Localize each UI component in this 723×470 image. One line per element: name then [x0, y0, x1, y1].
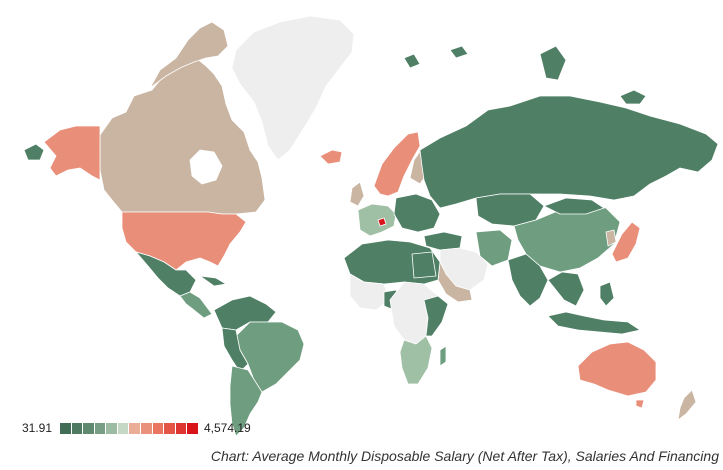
region-alaska[interactable] [43, 125, 101, 181]
region-russia-islands [539, 45, 567, 81]
region-argentina[interactable] [229, 365, 263, 437]
legend-swatch [187, 423, 198, 434]
region-uk[interactable] [349, 181, 365, 207]
region-tasmania [635, 399, 645, 409]
legend-swatch [164, 423, 176, 434]
region-russia-islands-2 [619, 89, 647, 105]
region-west-europe[interactable] [357, 203, 397, 237]
legend-swatch [117, 423, 130, 434]
region-southern-africa[interactable] [399, 335, 433, 385]
region-scandinavia[interactable] [373, 131, 421, 197]
legend-max-label: 4,574.19 [204, 421, 251, 435]
region-franz-josef [449, 45, 469, 59]
region-east-europe[interactable] [393, 193, 441, 233]
legend-swatch [83, 423, 95, 434]
region-korea[interactable] [605, 229, 617, 247]
region-russia[interactable] [419, 95, 719, 209]
region-india[interactable] [507, 253, 549, 307]
region-australia[interactable] [577, 341, 657, 397]
region-iceland[interactable] [319, 149, 343, 165]
legend-swatch [141, 423, 153, 434]
legend-swatch [60, 423, 72, 434]
legend-color-scale [60, 423, 198, 434]
region-greenland[interactable] [231, 15, 355, 161]
region-mexico[interactable] [135, 251, 197, 297]
region-se-asia[interactable] [547, 271, 585, 307]
region-saudi[interactable] [437, 261, 473, 303]
region-japan[interactable] [611, 221, 641, 263]
legend-swatch [175, 423, 188, 434]
region-new-zealand[interactable] [677, 389, 697, 421]
region-indonesia[interactable] [547, 311, 641, 335]
region-east-africa[interactable] [423, 295, 449, 337]
region-hudson-bay [189, 149, 223, 185]
legend-swatch [94, 423, 107, 434]
region-west-africa[interactable] [349, 273, 391, 311]
legend-swatch [152, 423, 165, 434]
legend-swatch [71, 423, 84, 434]
legend-swatch [106, 423, 118, 434]
chart-caption: Chart: Average Monthly Disposable Salary… [210, 448, 719, 464]
region-turkey[interactable] [423, 231, 463, 251]
region-aleutian [23, 143, 45, 161]
legend-swatch [129, 423, 142, 434]
region-switzerland[interactable] [377, 217, 387, 227]
legend-min-label: 31.91 [22, 421, 53, 435]
region-madagascar [439, 345, 447, 367]
region-peru[interactable] [221, 327, 249, 373]
region-philippines[interactable] [599, 281, 615, 307]
region-mongolia[interactable] [543, 197, 605, 215]
region-egypt[interactable] [411, 251, 437, 279]
region-usa[interactable] [121, 211, 247, 271]
region-canada-islands[interactable] [149, 21, 229, 89]
region-central-america[interactable] [179, 291, 213, 319]
region-svalbard [403, 53, 421, 69]
region-caribbean [199, 275, 227, 287]
